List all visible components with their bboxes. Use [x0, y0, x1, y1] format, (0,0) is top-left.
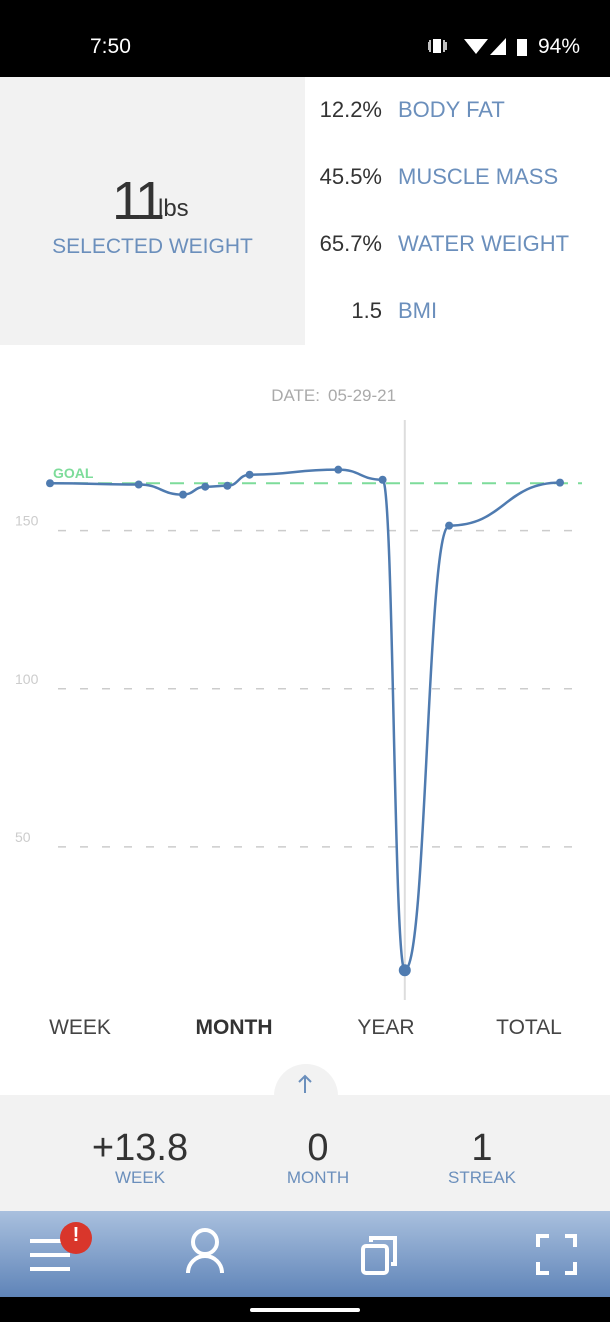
- selected-label: SELECTED WEIGHT: [52, 235, 253, 258]
- stat-label: BMI: [398, 298, 438, 323]
- weight-chart: DATE: 05-29-21 150 100 50 GOAL: [15, 386, 582, 1000]
- selected-unit: lbs: [158, 195, 189, 222]
- summary-value: +13.8: [91, 1127, 189, 1169]
- date: 05-29-21: [328, 386, 396, 405]
- home-indicator: [250, 1308, 360, 1312]
- y-tick-label: 100: [15, 671, 39, 687]
- tab[interactable]: WEEK: [49, 1016, 111, 1039]
- stat-label: WATER WEIGHT: [398, 231, 570, 256]
- weight-line: [49, 468, 561, 972]
- summary-value: 1: [471, 1127, 493, 1169]
- selected-point: [398, 964, 411, 977]
- stat-label: BODY FAT: [398, 97, 505, 122]
- point: [334, 465, 343, 474]
- status-bar: 7:50 94%: [0, 0, 610, 77]
- point: [46, 479, 54, 488]
- summary-value: 0: [307, 1127, 329, 1169]
- stat: 1.5 BMI: [305, 298, 610, 328]
- summary: [0, 1095, 610, 1211]
- nav-bar: !: [0, 1211, 610, 1297]
- gesture-bar: [0, 1297, 610, 1322]
- battery: 94%: [538, 35, 581, 58]
- point: [445, 521, 454, 530]
- status-icons: [428, 38, 527, 56]
- stat-value: 65.7%: [319, 231, 382, 256]
- summary-label: MONTH: [286, 1168, 350, 1187]
- point: [223, 481, 232, 490]
- stat: 65.7% WATER WEIGHT: [305, 231, 610, 261]
- stat-value: 12.2%: [319, 97, 382, 122]
- point: [556, 478, 564, 487]
- point: [245, 470, 254, 479]
- summary-label: WEEK: [114, 1168, 166, 1187]
- time: 7:50: [90, 35, 131, 58]
- stat-value: 1.5: [351, 298, 382, 323]
- expand-button[interactable]: [274, 1063, 338, 1096]
- selected-value: 11: [112, 171, 165, 231]
- tab[interactable]: TOTAL: [496, 1016, 562, 1039]
- summary-label: STREAK: [447, 1168, 517, 1187]
- goal-label: GOAL: [53, 465, 94, 481]
- stat-label: MUSCLE MASS: [398, 164, 559, 189]
- y-tick-label: 50: [15, 829, 31, 845]
- y-tick-label: 150: [15, 513, 39, 529]
- point: [179, 490, 188, 499]
- stat: 45.5% MUSCLE MASS: [305, 164, 610, 194]
- tab-active[interactable]: MONTH: [195, 1016, 273, 1039]
- stat: 12.2% BODY FAT: [305, 97, 610, 127]
- point: [378, 475, 387, 484]
- tab[interactable]: YEAR: [357, 1016, 415, 1039]
- stat-value: 45.5%: [319, 164, 382, 189]
- date-label: DATE:: [271, 386, 320, 405]
- nav-icons: [30, 1222, 577, 1275]
- point: [201, 482, 210, 491]
- selected-panel: 11 lbs SELECTED WEIGHT: [0, 77, 305, 345]
- nav-badge: !: [72, 1224, 80, 1246]
- point: [134, 480, 143, 489]
